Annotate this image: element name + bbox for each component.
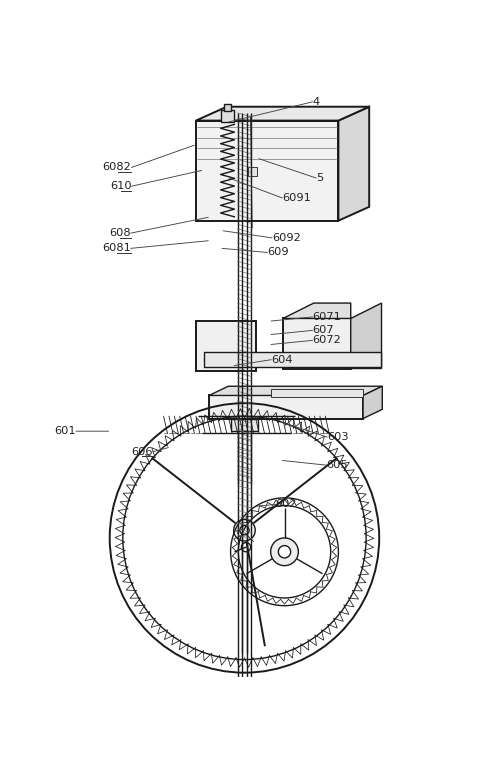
Bar	[224, 103, 231, 111]
Text: 6071: 6071	[312, 312, 341, 322]
Polygon shape	[196, 107, 369, 120]
Bar	[204, 352, 381, 367]
Text: 6081: 6081	[102, 244, 131, 253]
Text: 6072: 6072	[312, 336, 341, 345]
Text: 602: 602	[276, 499, 297, 509]
Polygon shape	[338, 107, 369, 221]
Text: 601: 601	[54, 426, 76, 436]
Text: 607: 607	[312, 326, 334, 336]
Bar	[283, 318, 351, 368]
Bar	[230, 419, 258, 431]
Text: 609: 609	[267, 247, 289, 257]
Text: 4: 4	[312, 97, 320, 107]
Text: 605: 605	[326, 460, 348, 470]
Bar	[248, 167, 257, 176]
Text: 610: 610	[110, 181, 132, 191]
Text: 606: 606	[132, 447, 153, 457]
Circle shape	[241, 543, 251, 552]
Bar	[209, 396, 363, 419]
Text: 603: 603	[327, 432, 349, 442]
Polygon shape	[209, 387, 382, 396]
Text: 6092: 6092	[272, 233, 300, 243]
Polygon shape	[351, 303, 382, 368]
Bar	[196, 321, 256, 371]
Bar	[271, 390, 363, 397]
Circle shape	[271, 538, 299, 565]
Text: 5: 5	[316, 173, 324, 183]
Text: 6091: 6091	[282, 193, 311, 203]
Polygon shape	[196, 120, 338, 221]
Bar	[221, 110, 234, 122]
Text: 604: 604	[271, 355, 293, 365]
Circle shape	[240, 526, 249, 535]
Circle shape	[234, 520, 255, 541]
Circle shape	[278, 546, 291, 558]
Polygon shape	[363, 387, 382, 419]
Text: 6082: 6082	[103, 163, 132, 173]
Polygon shape	[283, 303, 351, 318]
Text: 608: 608	[109, 228, 131, 238]
